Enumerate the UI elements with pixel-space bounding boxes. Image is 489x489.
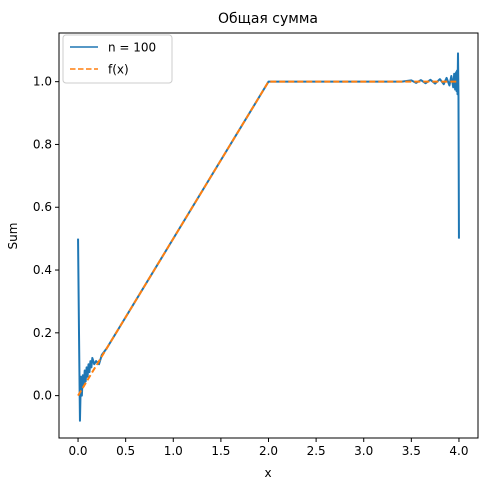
legend-label-n100: n = 100	[108, 41, 156, 55]
legend: n = 100 f(x)	[62, 34, 173, 84]
x-tick-label: 2.5	[307, 444, 326, 458]
x-axis-label: x	[264, 466, 271, 480]
x-tick-label: 1.5	[211, 444, 230, 458]
series-line-1	[77, 80, 459, 397]
x-tick-label: 3.5	[402, 444, 421, 458]
legend-label-fx: f(x)	[108, 63, 129, 77]
x-tick-label: 2.0	[259, 444, 278, 458]
series-line-0	[77, 52, 460, 422]
chart-title: Общая сумма	[218, 11, 318, 27]
y-tick-label: 0.2	[33, 326, 52, 340]
x-tick-label: 0.5	[116, 444, 135, 458]
y-tick-label: 0.4	[33, 263, 52, 277]
x-tick-label: 1.0	[164, 444, 183, 458]
y-axis-label: Sum	[6, 223, 20, 250]
axes-layer: 0.0 0.5 1.0 1.5 2.0 2.5 3.0 3.5 4.0 0.0 0.2 0.4 0.6 0…	[33, 32, 479, 458]
x-tick-label: 0.0	[68, 444, 87, 458]
x-tick-label: 3.0	[354, 444, 373, 458]
series-layer	[77, 52, 460, 422]
x-tick-label: 4.0	[449, 444, 468, 458]
y-tick-label: 0.8	[33, 137, 52, 151]
y-tick-label: 0.6	[33, 200, 52, 214]
y-tick-label: 1.0	[33, 75, 52, 89]
y-tick-label: 0.0	[33, 389, 52, 403]
